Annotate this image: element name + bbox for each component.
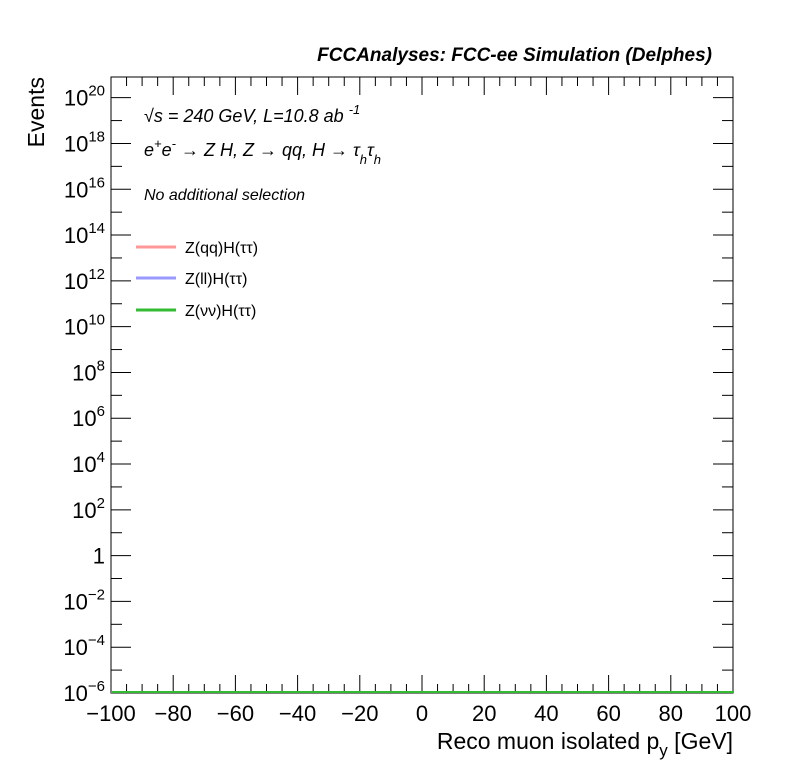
y-tick-label: 108 — [72, 357, 105, 385]
annotation-part: e — [162, 140, 172, 160]
y-tick-label: 106 — [72, 403, 105, 431]
y-tick-exp: 12 — [88, 266, 105, 283]
y-tick-base: 1 — [93, 544, 105, 569]
y-tick-base: 10 — [72, 498, 96, 523]
y-tick-exp: 2 — [97, 495, 105, 512]
y-tick-label: 1010 — [64, 312, 105, 340]
y-tick-exp: 4 — [97, 449, 105, 466]
x-tick-label: 20 — [472, 701, 496, 726]
legend-label: Z(νν)H(ττ) — [185, 303, 256, 320]
annotation: e+e- → Z H, Z → qq, H → τhτh — [144, 136, 381, 167]
x-tick-label: 100 — [715, 701, 752, 726]
annotation-part: - — [172, 136, 177, 151]
annotation-part: τ — [367, 140, 375, 160]
y-tick-label: 104 — [72, 449, 105, 477]
y-tick-label: 1012 — [64, 266, 105, 294]
x-tick-label: −40 — [279, 701, 316, 726]
y-tick-base: 10 — [64, 131, 88, 156]
annotation-part: √s = 240 GeV, L=10.8 ab — [144, 106, 349, 126]
y-tick-base: 10 — [72, 406, 96, 431]
y-tick-label: 1014 — [64, 220, 105, 248]
x-tick-label: −20 — [341, 701, 378, 726]
annotation-part: → Z H, Z → qq, H → τ — [176, 140, 361, 160]
x-tick-label: 60 — [596, 701, 620, 726]
x-label-text: Reco muon isolated p — [437, 728, 659, 754]
annotation: √s = 240 GeV, L=10.8 ab -1 — [144, 102, 360, 126]
x-tick-label: 40 — [534, 701, 558, 726]
y-tick-base: 10 — [63, 681, 87, 706]
annotation-part: + — [154, 136, 162, 151]
annotation-part: h — [374, 152, 381, 167]
y-tick-exp: 8 — [97, 357, 105, 374]
x-tick-label: −60 — [217, 701, 254, 726]
x-label-unit: [GeV] — [668, 728, 733, 754]
y-tick-label: 1018 — [64, 128, 105, 156]
y-tick-label: 1016 — [64, 174, 105, 202]
x-tick-label: −80 — [155, 701, 192, 726]
y-tick-base: 10 — [72, 452, 96, 477]
y-tick-label: 1020 — [64, 83, 105, 111]
chart-title: FCCAnalyses: FCC-ee Simulation (Delphes) — [317, 45, 712, 66]
y-tick-base: 10 — [64, 177, 88, 202]
y-tick-exp: 10 — [88, 312, 105, 329]
y-tick-label: 102 — [72, 495, 105, 523]
y-tick-base: 10 — [64, 269, 88, 294]
y-tick-base: 10 — [72, 360, 96, 385]
y-tick-exp: 20 — [88, 83, 105, 100]
y-tick-base: 10 — [63, 635, 87, 660]
y-tick-base: 10 — [64, 86, 88, 111]
annotation-part: e — [144, 140, 154, 160]
y-tick-base: 10 — [64, 223, 88, 248]
y-tick-exp: 16 — [88, 174, 105, 191]
annotation-part: h — [360, 152, 367, 167]
y-tick-base: 10 — [64, 315, 88, 340]
x-tick-label: 80 — [659, 701, 683, 726]
y-tick-exp: 18 — [88, 128, 105, 145]
annotation-part: No additional selection — [144, 187, 305, 204]
y-tick-exp: −4 — [88, 632, 105, 649]
x-tick-label: 0 — [416, 701, 428, 726]
y-tick-base: 10 — [63, 589, 87, 614]
annotation-part: -1 — [349, 102, 361, 117]
annotation: No additional selection — [144, 187, 305, 204]
y-tick-label: 10−6 — [63, 678, 105, 706]
y-tick-label: 10−4 — [63, 632, 105, 660]
y-tick-exp: 6 — [97, 403, 105, 420]
y-tick-label: 1 — [93, 544, 105, 569]
x-label-sub: y — [659, 741, 668, 760]
y-axis-label: Events — [23, 77, 49, 147]
y-tick-exp: 14 — [88, 220, 105, 237]
y-tick-label: 10−2 — [63, 586, 105, 614]
y-tick-exp: −6 — [88, 678, 105, 695]
y-tick-exp: −2 — [88, 586, 105, 603]
legend-label: Z(qq)H(ττ) — [185, 240, 258, 257]
x-axis-label: Reco muon isolated py [GeV] — [437, 728, 733, 760]
x-tick-label: −100 — [86, 701, 136, 726]
legend-label: Z(ll)H(ττ) — [185, 271, 247, 288]
